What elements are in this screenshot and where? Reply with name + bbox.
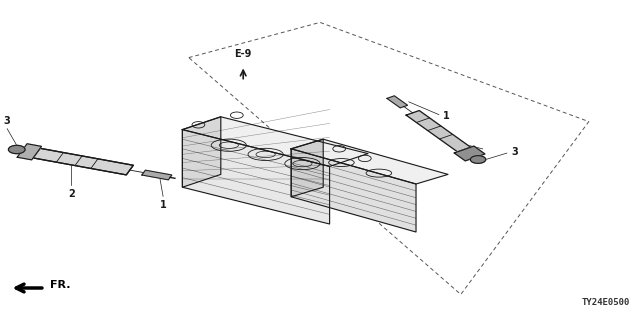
Text: FR.: FR. [50, 280, 70, 291]
Polygon shape [387, 96, 408, 108]
Polygon shape [291, 139, 448, 184]
Text: 3: 3 [511, 148, 518, 157]
Circle shape [470, 156, 486, 163]
Polygon shape [17, 144, 42, 160]
Polygon shape [291, 149, 416, 232]
Polygon shape [454, 146, 485, 161]
Polygon shape [182, 117, 368, 166]
Text: 2: 2 [68, 188, 74, 198]
Polygon shape [182, 117, 221, 187]
Text: 3: 3 [4, 116, 10, 125]
Text: 1: 1 [160, 200, 166, 210]
Polygon shape [406, 110, 470, 152]
Polygon shape [142, 170, 172, 180]
Polygon shape [33, 148, 133, 175]
Polygon shape [182, 130, 330, 224]
Text: 1: 1 [444, 111, 450, 121]
Circle shape [8, 145, 25, 154]
Text: E-9: E-9 [234, 49, 252, 59]
Polygon shape [291, 139, 323, 197]
Text: 2: 2 [445, 136, 452, 146]
Text: TY24E0500: TY24E0500 [582, 298, 630, 307]
